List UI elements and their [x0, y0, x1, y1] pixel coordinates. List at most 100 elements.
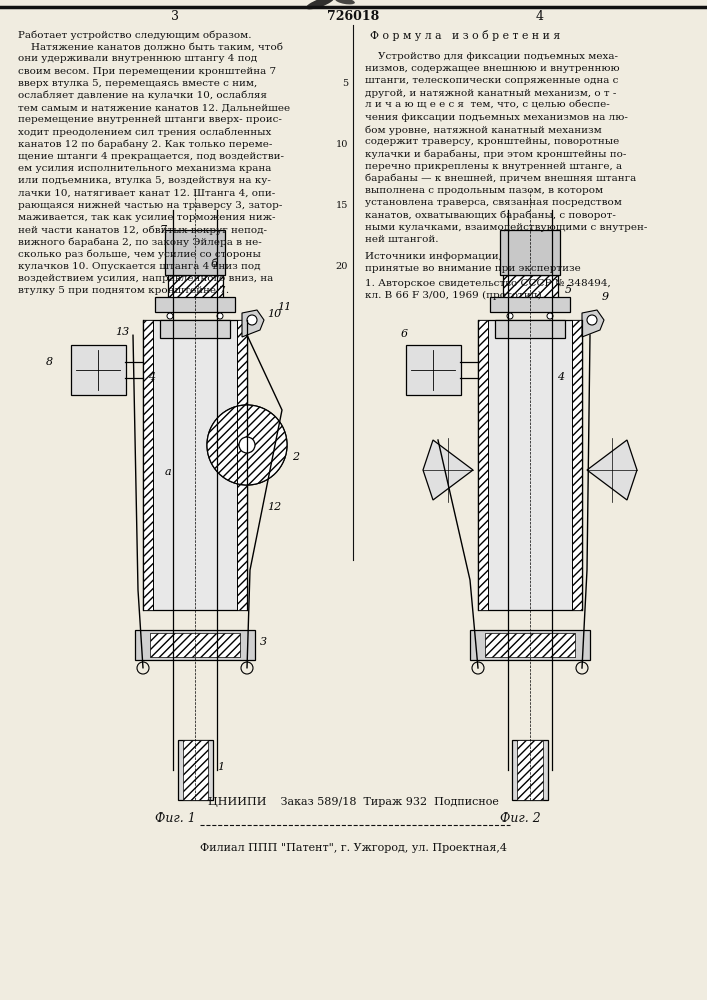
Polygon shape: [582, 310, 604, 337]
Text: тем самым и натяжение канатов 12. Дальнейшее: тем самым и натяжение канатов 12. Дальне…: [18, 103, 290, 112]
Text: содержит траверсу, кронштейны, поворотные: содержит траверсу, кронштейны, поворотны…: [365, 137, 619, 146]
Text: чения фиксации подъемных механизмов на лю-: чения фиксации подъемных механизмов на л…: [365, 113, 628, 122]
Circle shape: [587, 315, 597, 325]
Bar: [183, 740, 208, 800]
Bar: [143, 320, 153, 610]
Text: а: а: [165, 467, 172, 477]
Polygon shape: [242, 310, 264, 337]
Bar: [517, 740, 543, 800]
Circle shape: [207, 405, 287, 485]
Text: 3: 3: [260, 637, 267, 647]
Circle shape: [239, 437, 255, 453]
Text: 10: 10: [267, 309, 281, 319]
Bar: [490, 297, 570, 312]
Text: 11: 11: [277, 302, 291, 312]
Bar: [237, 320, 247, 610]
Text: 1. Авторское свидетельство СССР № 348494,: 1. Авторское свидетельство СССР № 348494…: [365, 279, 611, 288]
Bar: [165, 230, 225, 275]
Text: 9: 9: [602, 292, 609, 302]
Bar: [478, 320, 582, 610]
Bar: [406, 345, 461, 395]
Ellipse shape: [306, 0, 334, 9]
Text: воздействием усилия, направленного вниз, на: воздействием усилия, направленного вниз,…: [18, 274, 273, 283]
Text: маживается, так как усилие торможения ниж-: маживается, так как усилие торможения ни…: [18, 213, 276, 222]
Text: низмов, содержащее внешнюю и внутреннюю: низмов, содержащее внешнюю и внутреннюю: [365, 64, 619, 73]
Bar: [503, 275, 558, 310]
Circle shape: [507, 313, 513, 319]
Bar: [512, 740, 548, 800]
Text: Ф о р м у л а   и з о б р е т е н и я: Ф о р м у л а и з о б р е т е н и я: [370, 30, 560, 41]
Text: 4: 4: [148, 372, 155, 382]
Text: Устройство для фиксации подъемных меха-: Устройство для фиксации подъемных меха-: [365, 52, 618, 61]
Text: 4: 4: [536, 9, 544, 22]
Text: ными кулачками, взаимодействующими с внутрен-: ными кулачками, взаимодействующими с вну…: [365, 223, 648, 232]
Text: 8: 8: [46, 357, 53, 367]
Text: штанги, телескопически сопряженные одна с: штанги, телескопически сопряженные одна …: [365, 76, 619, 85]
Circle shape: [207, 405, 287, 485]
Bar: [135, 630, 255, 660]
Bar: [150, 633, 240, 657]
Text: Натяжение канатов должно быть таким, чтоб: Натяжение канатов должно быть таким, что…: [18, 42, 283, 51]
Polygon shape: [423, 440, 473, 500]
Text: 12: 12: [267, 502, 281, 512]
Bar: [160, 320, 230, 338]
Text: своим весом. При перемещении кронштейна 7: своим весом. При перемещении кронштейна …: [18, 67, 276, 76]
Text: барабаны — к внешней, причем внешняя штанга: барабаны — к внешней, причем внешняя шта…: [365, 174, 636, 183]
Text: установлена траверса, связанная посредством: установлена траверса, связанная посредст…: [365, 198, 622, 207]
Text: л и ч а ю щ е е с я  тем, что, с целью обеспе-: л и ч а ю щ е е с я тем, что, с целью об…: [365, 101, 609, 110]
Text: другой, и натяжной канатный механизм, о т -: другой, и натяжной канатный механизм, о …: [365, 89, 617, 98]
Text: Источники информации,: Источники информации,: [365, 252, 502, 261]
Bar: [495, 320, 565, 338]
Bar: [478, 320, 488, 610]
Text: 6: 6: [401, 329, 408, 339]
Text: 7: 7: [160, 225, 167, 235]
Text: кл. В 66 F 3/00, 1969 (прототип).: кл. В 66 F 3/00, 1969 (прототип).: [365, 291, 545, 300]
Text: ем усилия исполнительного механизма крана: ем усилия исполнительного механизма кран…: [18, 164, 271, 173]
Bar: [155, 297, 235, 312]
Text: канатов 12 по барабану 2. Как только переме-: канатов 12 по барабану 2. Как только пер…: [18, 140, 272, 149]
Text: или подъемника, втулка 5, воздействуя на ку-: или подъемника, втулка 5, воздействуя на…: [18, 176, 271, 185]
Circle shape: [217, 313, 223, 319]
Text: они удерживали внутреннюю штангу 4 под: они удерживали внутреннюю штангу 4 под: [18, 54, 257, 63]
Text: бом уровне, натяжной канатный механизм: бом уровне, натяжной канатный механизм: [365, 125, 602, 135]
Text: 1: 1: [217, 762, 224, 772]
Text: Фиг. 2: Фиг. 2: [500, 812, 540, 825]
Text: кулачков 10. Опускается штанга 4 вниз под: кулачков 10. Опускается штанга 4 вниз по…: [18, 262, 260, 271]
Circle shape: [247, 315, 257, 325]
Text: 3: 3: [171, 9, 179, 22]
Bar: [485, 633, 575, 657]
Text: б: б: [210, 259, 217, 269]
Text: Работает устройство следующим образом.: Работает устройство следующим образом.: [18, 30, 252, 39]
Text: сколько раз больше, чем усилие со стороны: сколько раз больше, чем усилие со сторон…: [18, 250, 261, 259]
Text: 726018: 726018: [327, 9, 379, 22]
Text: ней части канатов 12, обвитых вокруг непод-: ней части канатов 12, обвитых вокруг неп…: [18, 225, 267, 235]
Text: ослабляет давление на кулачки 10, ослабляя: ослабляет давление на кулачки 10, ослабл…: [18, 91, 267, 101]
Bar: [143, 320, 247, 610]
Text: Фиг. 1: Фиг. 1: [155, 812, 195, 825]
Bar: [168, 275, 223, 310]
Polygon shape: [587, 440, 637, 500]
Text: принятые во внимание при экспертизе: принятые во внимание при экспертизе: [365, 264, 580, 273]
Text: 10: 10: [336, 140, 348, 149]
Text: щение штанги 4 прекращается, под воздействи-: щение штанги 4 прекращается, под воздейс…: [18, 152, 284, 161]
Ellipse shape: [335, 0, 355, 4]
Text: ней штангой.: ней штангой.: [365, 235, 438, 244]
Text: ходит преодолением сил трения ослабленных: ходит преодолением сил трения ослабленны…: [18, 128, 271, 137]
Text: вижного барабана 2, по закону Эйлера в не-: вижного барабана 2, по закону Эйлера в н…: [18, 237, 262, 247]
Text: перечно прикреплены к внутренней штанге, а: перечно прикреплены к внутренней штанге,…: [365, 162, 622, 171]
Bar: [500, 230, 560, 275]
Text: ЦНИИПИ    Заказ 589/18  Тираж 932  Подписное: ЦНИИПИ Заказ 589/18 Тираж 932 Подписное: [208, 797, 498, 807]
Text: втулку 5 при поднятом кронштейне 7.: втулку 5 при поднятом кронштейне 7.: [18, 286, 229, 295]
Bar: [71, 345, 126, 395]
Text: канатов, охватывающих барабаны, с поворот-: канатов, охватывающих барабаны, с поворо…: [365, 211, 616, 220]
Text: 13: 13: [115, 327, 129, 337]
Text: 15: 15: [336, 201, 348, 210]
Text: выполнена с продольным пазом, в котором: выполнена с продольным пазом, в котором: [365, 186, 603, 195]
Bar: [572, 320, 582, 610]
Text: 2: 2: [292, 452, 299, 462]
Circle shape: [547, 313, 553, 319]
Text: 5: 5: [565, 285, 572, 295]
Text: 20: 20: [336, 262, 348, 271]
Text: 5: 5: [342, 79, 348, 88]
Bar: [470, 630, 590, 660]
